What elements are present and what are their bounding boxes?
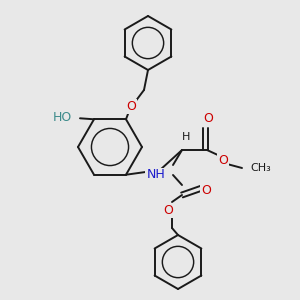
Text: O: O xyxy=(163,203,173,217)
Text: O: O xyxy=(201,184,211,196)
Text: H: H xyxy=(182,132,190,142)
Text: O: O xyxy=(126,100,136,112)
Text: O: O xyxy=(203,112,213,125)
Text: CH₃: CH₃ xyxy=(250,163,271,173)
Text: HO: HO xyxy=(53,111,72,124)
Text: NH: NH xyxy=(146,169,165,182)
Text: O: O xyxy=(218,154,228,166)
